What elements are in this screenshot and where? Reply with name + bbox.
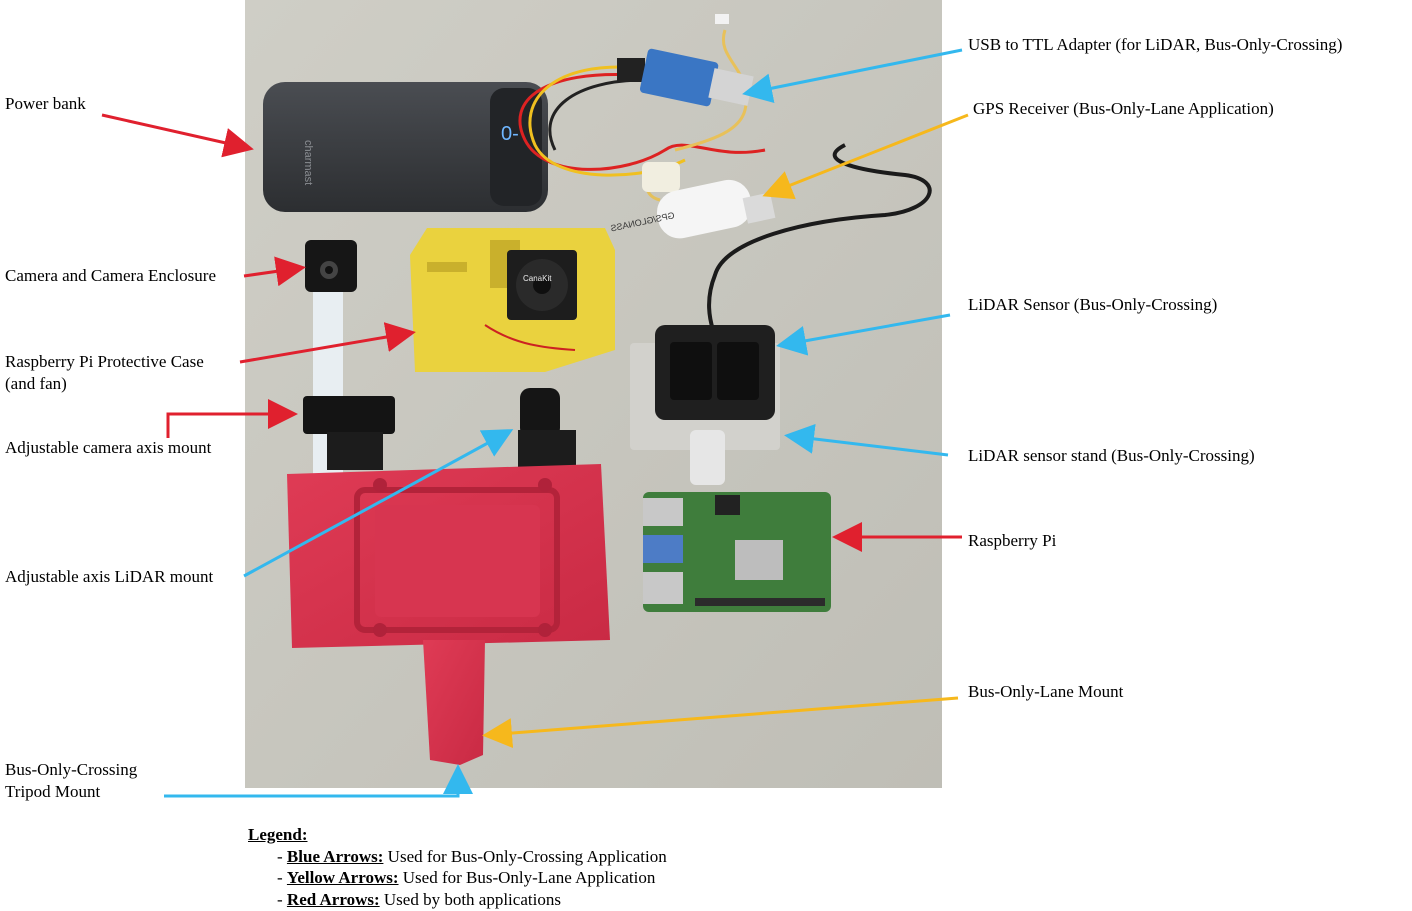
hardware-photo: charmast 0- GPS/GLONASS Ca bbox=[245, 0, 942, 788]
legend-dash: - bbox=[277, 846, 287, 866]
lidar-sensor-object bbox=[630, 325, 780, 485]
usb-ttl-adapter-object bbox=[518, 14, 766, 177]
label-pi-case-line1: Raspberry Pi Protective Case bbox=[5, 352, 204, 371]
fan-brand: CanaKit bbox=[523, 274, 552, 283]
red-arrow-camera-mount bbox=[166, 399, 298, 438]
label-gps: GPS Receiver (Bus-Only-Lane Application) bbox=[973, 99, 1274, 118]
legend-dash: - bbox=[277, 889, 287, 909]
label-lidar-stand: LiDAR sensor stand (Bus-Only-Crossing) bbox=[968, 446, 1255, 465]
label-tripod-line2: Tripod Mount bbox=[5, 782, 101, 801]
legend-row-blue: - Blue Arrows: Used for Bus-Only-Crossin… bbox=[248, 846, 667, 868]
legend-key-red: Red Arrows: bbox=[286, 889, 380, 909]
label-usb-ttl: USB to TTL Adapter (for LiDAR, Bus-Only-… bbox=[968, 35, 1343, 54]
lidar-axis-mount-object bbox=[518, 388, 576, 468]
label-camera-mount: Adjustable camera axis mount bbox=[5, 438, 212, 457]
gps-receiver-object: GPS/GLONASS bbox=[610, 162, 776, 239]
blue-arrow-lidar-stand bbox=[784, 423, 949, 457]
lidar-cable bbox=[707, 143, 932, 331]
blue-arrow-lidar-sensor bbox=[776, 313, 951, 356]
yellow-arrow-lane-mount bbox=[482, 696, 959, 749]
red-arrow-camera bbox=[243, 256, 306, 287]
red-arrow-power-bank bbox=[101, 113, 254, 158]
label-lane-mount: Bus-Only-Lane Mount bbox=[968, 682, 1124, 701]
legend: Legend: - Blue Arrows: Used for Bus-Only… bbox=[248, 824, 667, 910]
legend-key-yellow: Yellow Arrows: bbox=[286, 868, 399, 887]
red-arrow-pi-case bbox=[239, 322, 416, 364]
power-bank-brand: charmast bbox=[302, 140, 314, 185]
legend-key-blue: Blue Arrows: bbox=[286, 846, 384, 866]
label-pi-case-line2: (and fan) bbox=[5, 374, 67, 393]
blue-arrow-lidar-mount bbox=[243, 429, 514, 578]
blue-arrow-usb-ttl bbox=[742, 48, 963, 103]
label-camera: Camera and Camera Enclosure bbox=[5, 266, 216, 285]
legend-row-yellow: - Yellow Arrows: Used for Bus-Only-Lane … bbox=[248, 867, 667, 889]
label-lidar-mount: Adjustable axis LiDAR mount bbox=[5, 567, 214, 586]
legend-text-yellow: Used for Bus-Only-Lane Application bbox=[398, 868, 656, 887]
blue-arrow-tripod-mount bbox=[164, 764, 473, 798]
legend-text-red: Used by both applications bbox=[379, 889, 561, 909]
legend-title: Legend: bbox=[248, 825, 308, 844]
label-raspberry-pi: Raspberry Pi bbox=[968, 531, 1057, 550]
legend-row-red: - Red Arrows: Used by both applications bbox=[248, 889, 667, 911]
yellow-arrow-gps bbox=[762, 113, 969, 200]
svg-text:0-: 0- bbox=[501, 123, 519, 145]
legend-dash: - bbox=[277, 868, 287, 887]
camera-axis-mount-object bbox=[303, 396, 395, 470]
label-power-bank: Power bank bbox=[5, 94, 86, 113]
pi-case-object: CanaKit bbox=[410, 228, 615, 372]
label-lidar-sensor: LiDAR Sensor (Bus-Only-Crossing) bbox=[968, 295, 1218, 314]
label-tripod-line1: Bus-Only-Crossing bbox=[5, 760, 138, 779]
raspberry-pi-object bbox=[643, 492, 831, 612]
legend-text-blue: Used for Bus-Only-Crossing Application bbox=[383, 846, 667, 866]
